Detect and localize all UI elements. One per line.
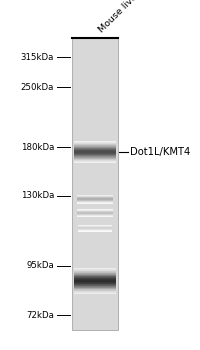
Bar — [73, 151, 116, 152]
Bar — [73, 288, 116, 289]
Text: 130kDa: 130kDa — [21, 191, 54, 201]
Bar — [73, 153, 116, 154]
Bar — [73, 157, 116, 158]
Bar — [73, 289, 116, 290]
Bar — [73, 154, 116, 155]
Bar — [73, 146, 116, 147]
Text: Dot1L/KMT4: Dot1L/KMT4 — [129, 147, 189, 157]
Bar — [73, 159, 116, 160]
Text: 72kDa: 72kDa — [26, 310, 54, 320]
Bar — [73, 283, 116, 284]
Bar — [73, 290, 116, 291]
Bar — [73, 278, 116, 279]
Bar — [73, 141, 116, 142]
Bar — [73, 160, 116, 161]
Bar — [73, 144, 116, 145]
Bar — [73, 287, 116, 288]
Bar — [73, 156, 116, 157]
Bar — [73, 155, 116, 156]
Bar — [73, 285, 116, 286]
Bar — [73, 270, 116, 271]
Bar — [73, 286, 116, 287]
Bar — [73, 284, 116, 285]
Bar — [72, 38, 117, 330]
Bar — [73, 152, 116, 153]
Bar — [73, 280, 116, 281]
Bar — [73, 273, 116, 274]
Bar — [73, 292, 116, 293]
Bar — [73, 274, 116, 275]
Bar — [73, 281, 116, 282]
Bar — [73, 269, 116, 270]
Bar — [73, 145, 116, 146]
Bar — [73, 272, 116, 273]
Bar — [73, 149, 116, 150]
Bar — [73, 291, 116, 292]
Text: Mouse liver: Mouse liver — [97, 0, 141, 34]
Bar — [73, 268, 116, 269]
Bar — [73, 271, 116, 272]
Bar — [73, 278, 116, 279]
Bar — [73, 282, 116, 283]
Bar — [73, 145, 116, 146]
Bar — [73, 293, 116, 294]
Bar — [73, 144, 116, 145]
Text: 315kDa: 315kDa — [21, 52, 54, 62]
Bar — [73, 277, 116, 278]
Text: 95kDa: 95kDa — [26, 261, 54, 271]
Bar — [73, 158, 116, 159]
Bar — [73, 148, 116, 149]
Bar — [73, 276, 116, 277]
Bar — [73, 269, 116, 270]
Text: 180kDa: 180kDa — [21, 142, 54, 152]
Bar — [73, 279, 116, 280]
Bar — [73, 274, 116, 275]
Bar — [73, 162, 116, 163]
Bar — [73, 147, 116, 148]
Bar — [73, 142, 116, 143]
Text: 250kDa: 250kDa — [21, 83, 54, 91]
Bar — [73, 275, 116, 276]
Bar — [73, 287, 116, 288]
Bar — [73, 143, 116, 144]
Bar — [73, 161, 116, 162]
Bar — [73, 150, 116, 151]
Bar — [73, 141, 116, 142]
